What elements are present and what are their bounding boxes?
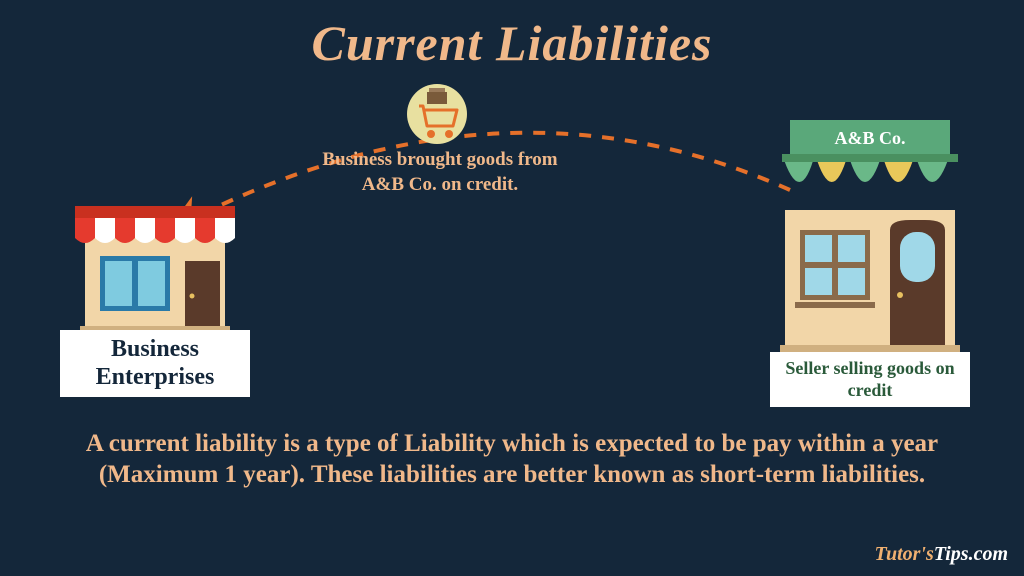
definition-text: A current liability is a type of Liabili… bbox=[50, 428, 974, 491]
seller-shop-icon bbox=[770, 120, 970, 355]
watermark-part2: Tips.com bbox=[934, 543, 1008, 565]
watermark: Tutor'sTips.com bbox=[874, 543, 1008, 566]
cart-badge bbox=[407, 84, 467, 144]
transaction-caption: Business brought goods from A&B Co. on c… bbox=[300, 148, 580, 197]
buyer-shop-icon bbox=[65, 176, 245, 336]
page-title: Current Liabilities bbox=[0, 14, 1024, 72]
cart-icon bbox=[407, 84, 467, 144]
watermark-part1: Tutor's bbox=[874, 543, 933, 565]
seller-sign: A&B Co. bbox=[800, 128, 940, 149]
buyer-label: Business Enterprises bbox=[60, 330, 250, 397]
seller-label: Seller selling goods on credit bbox=[770, 352, 970, 407]
buyer-shop bbox=[65, 176, 245, 341]
seller-shop bbox=[770, 120, 970, 360]
